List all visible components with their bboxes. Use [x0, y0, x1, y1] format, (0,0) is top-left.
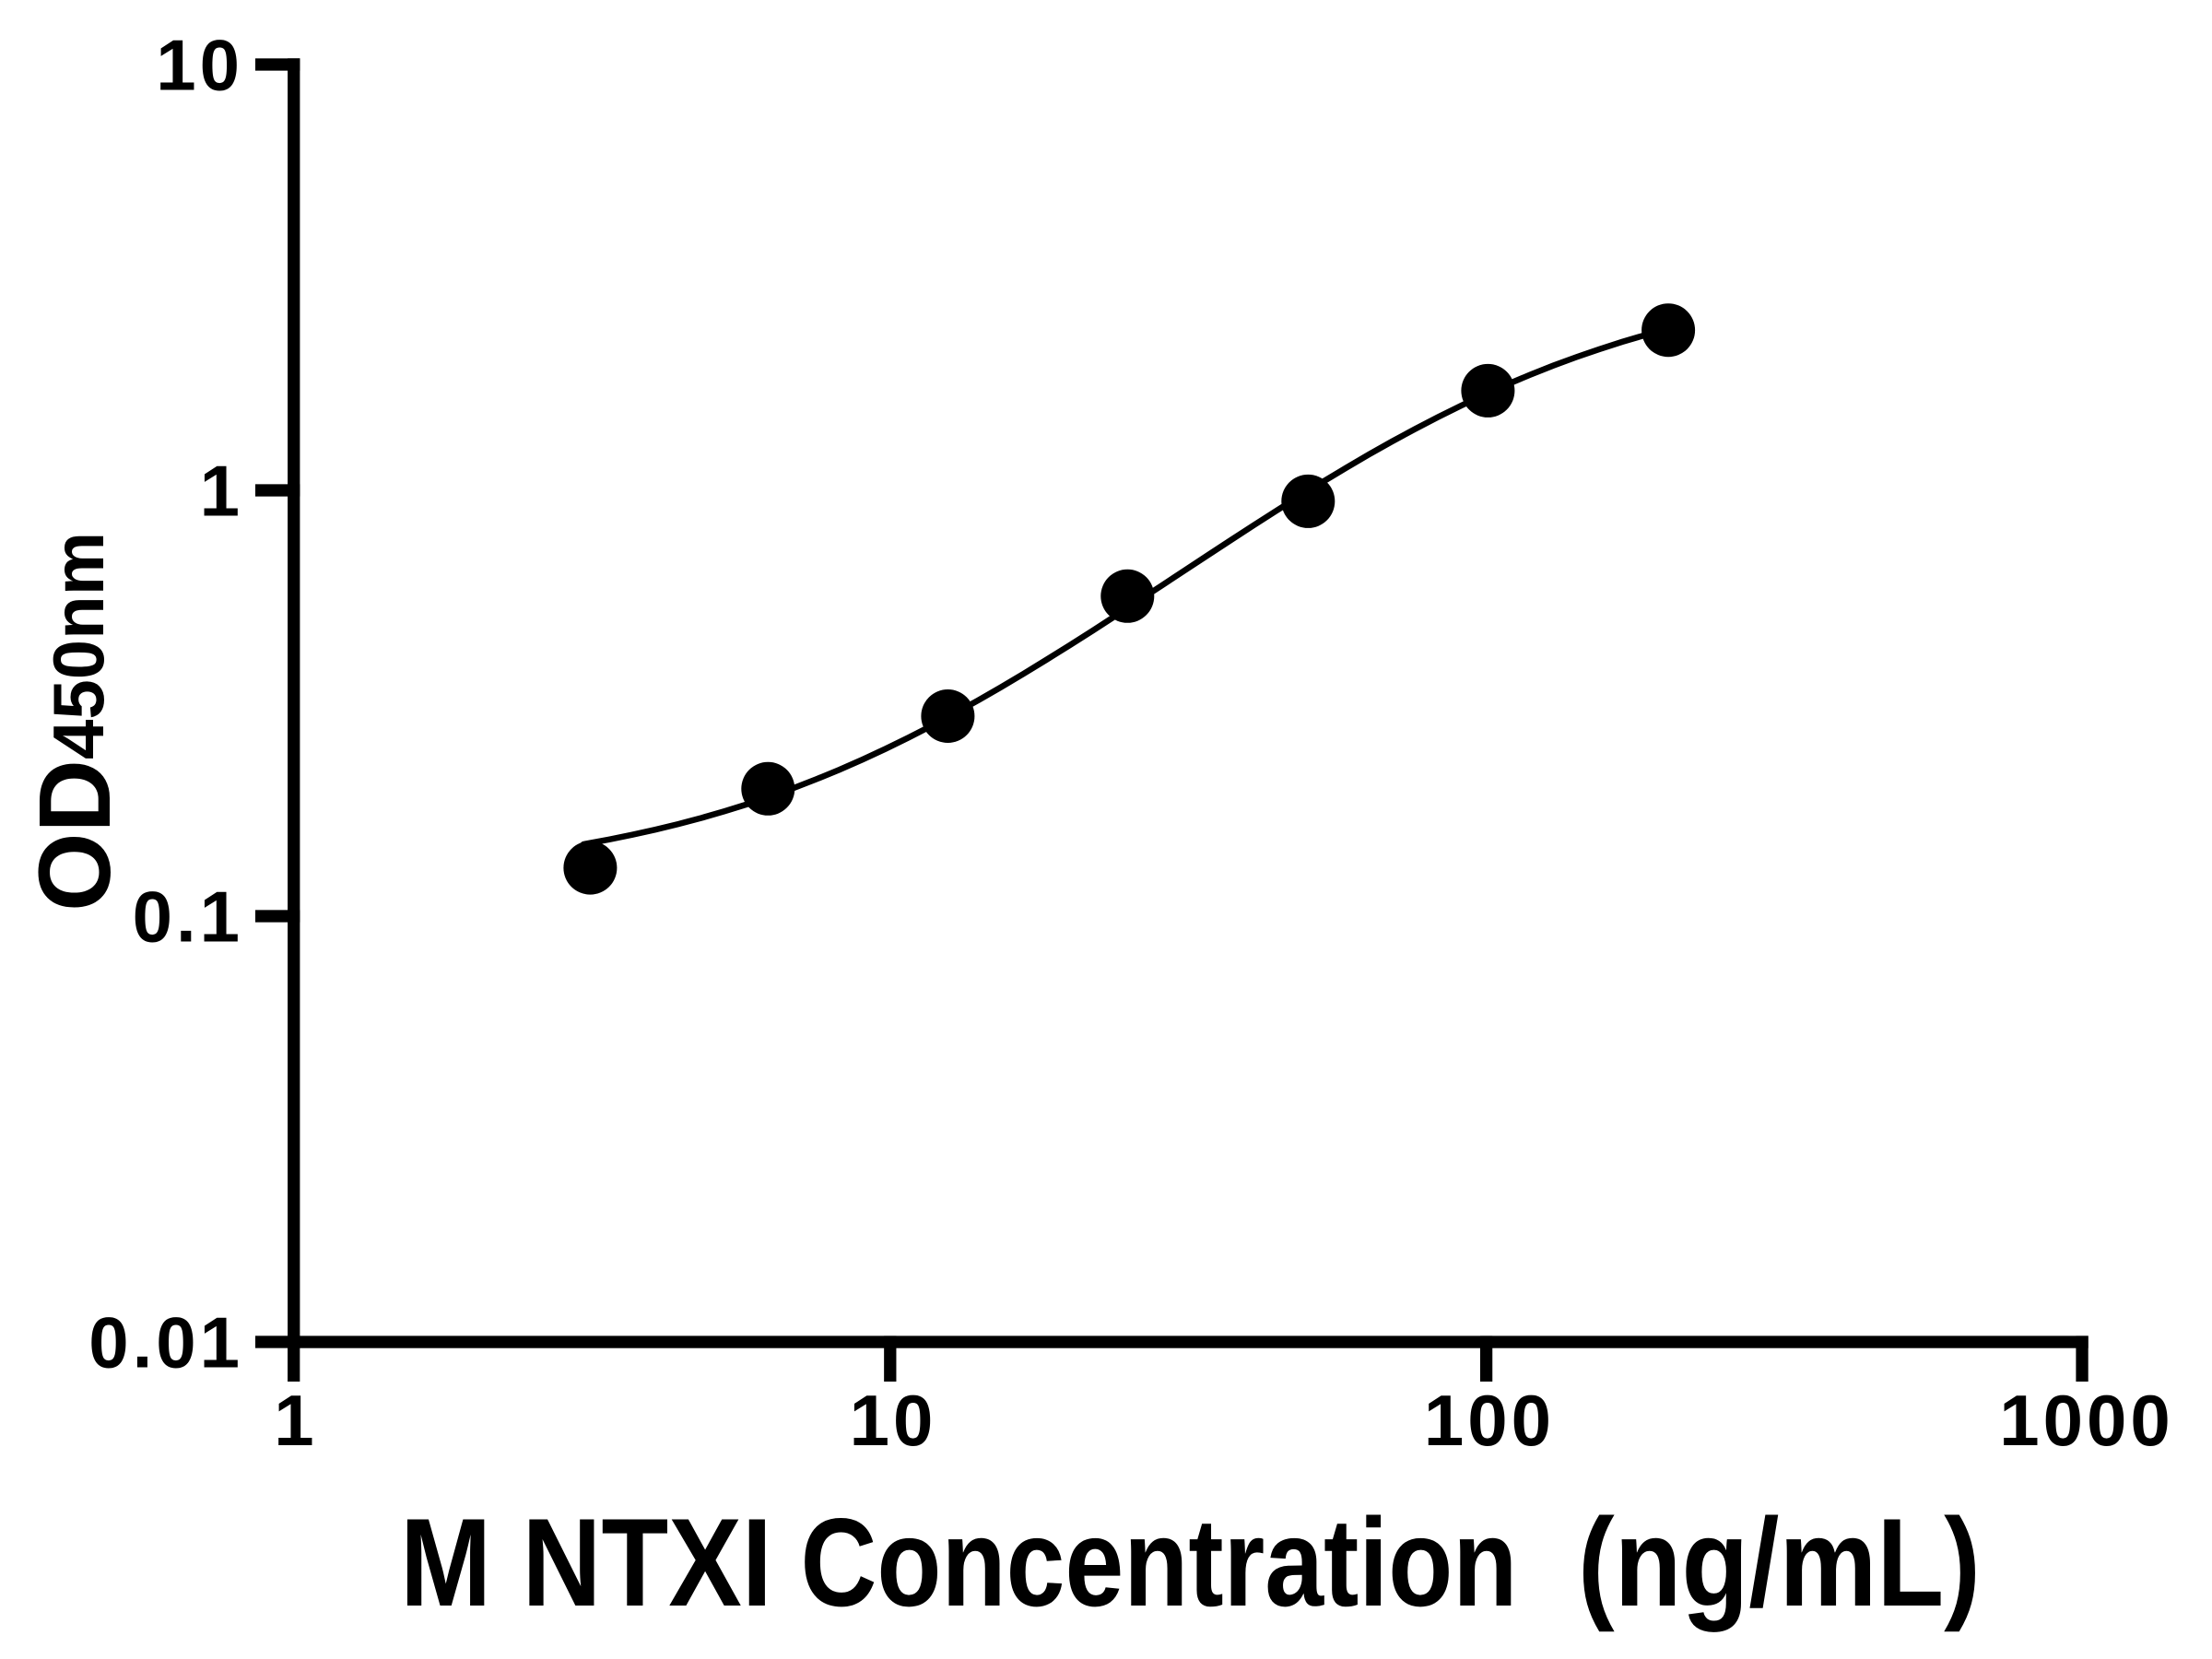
svg-text:1: 1	[274, 1380, 317, 1461]
svg-text:10: 10	[850, 1380, 937, 1461]
svg-text:Concentration: Concentration	[801, 1492, 1518, 1632]
svg-text:1: 1	[200, 451, 243, 532]
svg-text:0.1: 0.1	[133, 877, 243, 958]
svg-text:OD450nm: OD450nm	[18, 532, 132, 912]
svg-text:1000: 1000	[1999, 1380, 2174, 1461]
svg-text:M NTXI: M NTXI	[400, 1493, 772, 1633]
svg-text:(ng/mL): (ng/mL)	[1578, 1493, 1981, 1633]
svg-text:10: 10	[156, 25, 243, 106]
svg-text:100: 100	[1424, 1380, 1555, 1461]
svg-text:0.01: 0.01	[88, 1302, 243, 1383]
